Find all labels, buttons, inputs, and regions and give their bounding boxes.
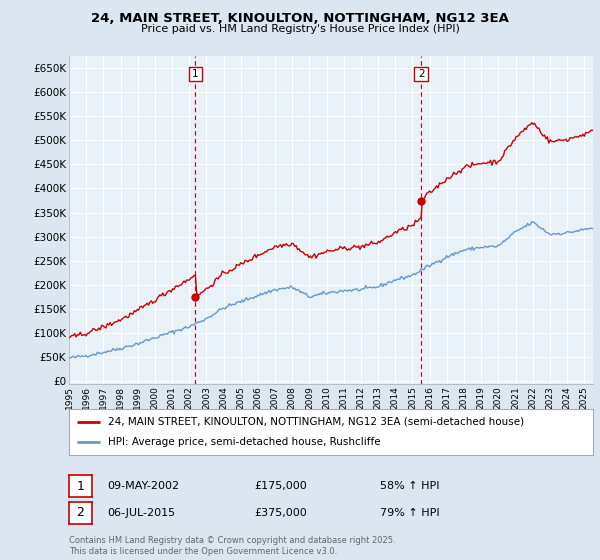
Text: Price paid vs. HM Land Registry's House Price Index (HPI): Price paid vs. HM Land Registry's House …: [140, 24, 460, 34]
Text: 24, MAIN STREET, KINOULTON, NOTTINGHAM, NG12 3EA (semi-detached house): 24, MAIN STREET, KINOULTON, NOTTINGHAM, …: [108, 417, 524, 427]
Text: £175,000: £175,000: [254, 481, 307, 491]
FancyBboxPatch shape: [188, 67, 202, 81]
Text: HPI: Average price, semi-detached house, Rushcliffe: HPI: Average price, semi-detached house,…: [108, 437, 381, 447]
Text: 06-JUL-2015: 06-JUL-2015: [107, 508, 175, 518]
Text: 58% ↑ HPI: 58% ↑ HPI: [380, 481, 439, 491]
FancyBboxPatch shape: [415, 67, 428, 81]
Text: 2: 2: [418, 69, 425, 79]
Text: 79% ↑ HPI: 79% ↑ HPI: [380, 508, 439, 518]
Text: 2: 2: [76, 506, 85, 520]
Text: 24, MAIN STREET, KINOULTON, NOTTINGHAM, NG12 3EA: 24, MAIN STREET, KINOULTON, NOTTINGHAM, …: [91, 12, 509, 25]
Text: 1: 1: [192, 69, 199, 79]
Text: Contains HM Land Registry data © Crown copyright and database right 2025.
This d: Contains HM Land Registry data © Crown c…: [69, 536, 395, 556]
Text: £375,000: £375,000: [254, 508, 307, 518]
Text: 09-MAY-2002: 09-MAY-2002: [107, 481, 179, 491]
Text: 1: 1: [76, 479, 85, 493]
